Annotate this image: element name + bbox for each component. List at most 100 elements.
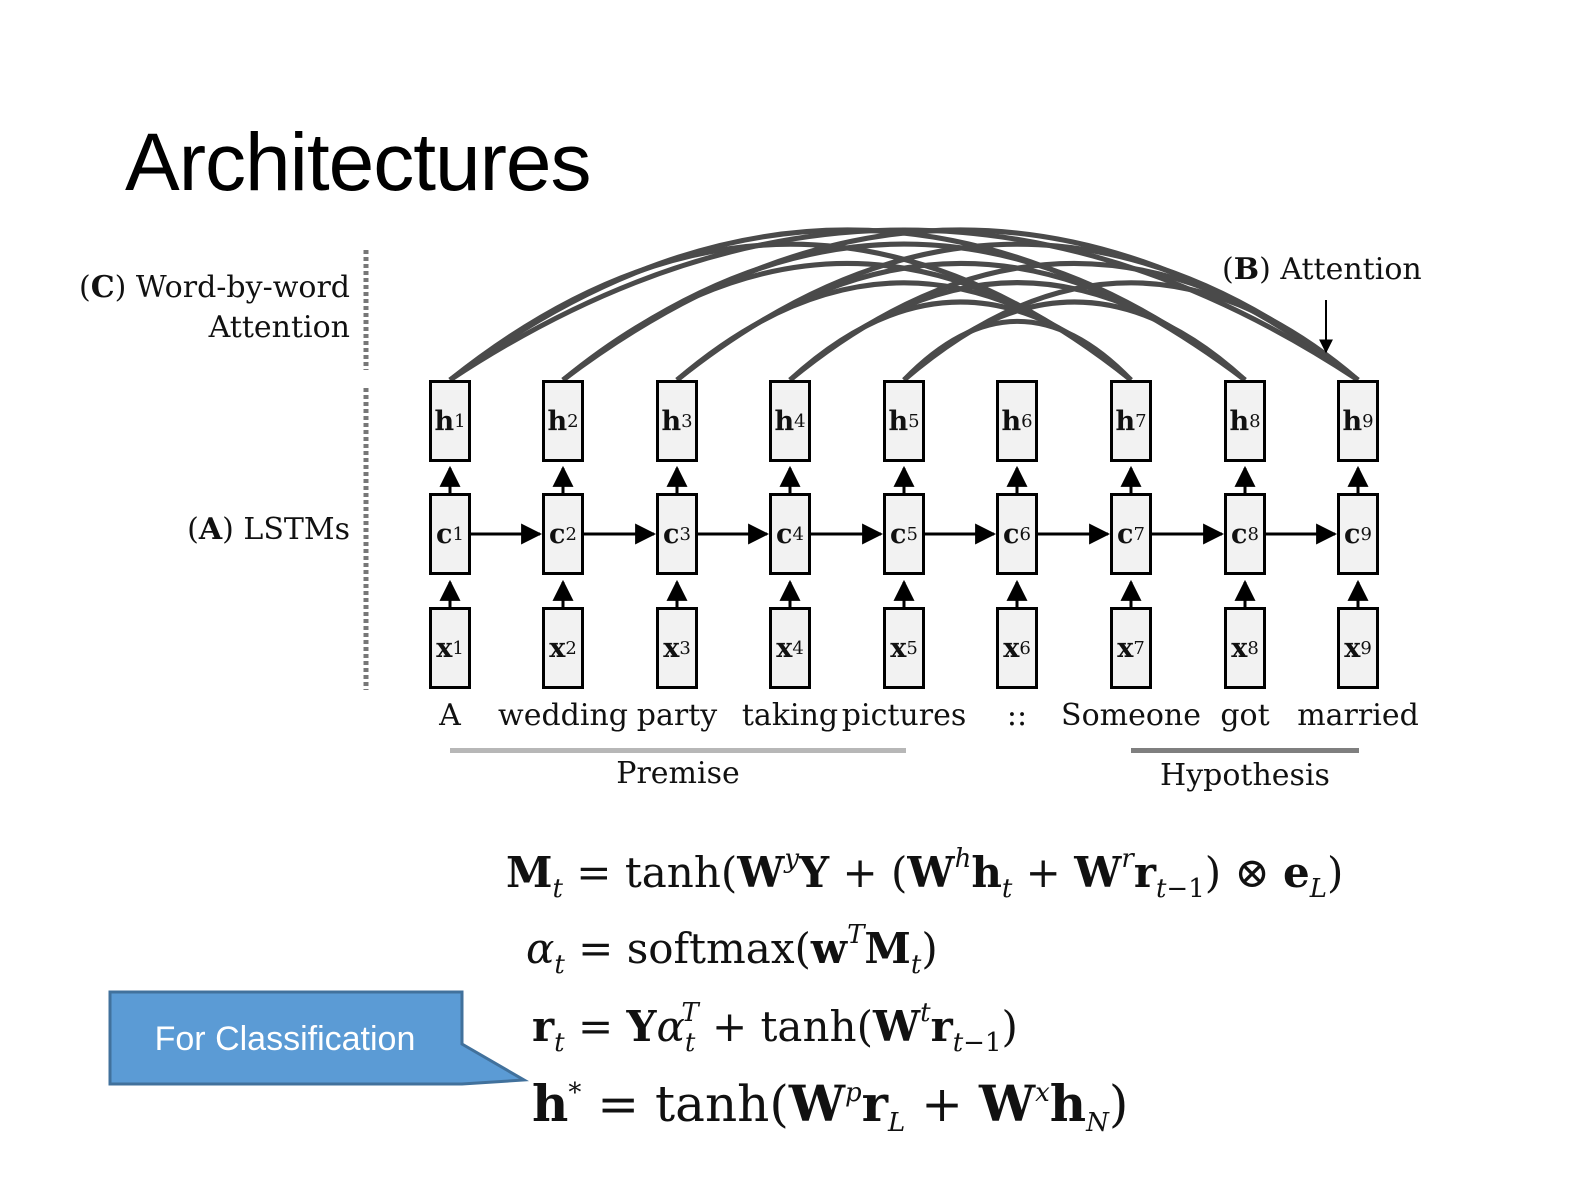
cell-index: 8 (1247, 523, 1259, 545)
cell-index: 7 (1133, 637, 1145, 659)
arc-h1-h9 (448, 227, 1360, 383)
hypothesis-bar (1131, 748, 1359, 753)
cell-index: 1 (452, 637, 464, 659)
equation-alpha: αt = softmax(wTMt) (526, 920, 938, 980)
cell-index: 9 (1360, 637, 1372, 659)
cell-letter: c (549, 518, 566, 550)
cell-letter: x (890, 632, 907, 664)
word-2: wedding (498, 698, 628, 733)
cell-letter: x (549, 632, 566, 664)
cell-letter: c (1117, 518, 1134, 550)
cell-index: 7 (1135, 410, 1147, 432)
attention-label: (B) Attention (1222, 252, 1422, 287)
word-6: :: (1006, 698, 1028, 733)
cell-index: 5 (906, 637, 918, 659)
cell-letter: x (1231, 632, 1248, 664)
cell-letter: x (1344, 632, 1361, 664)
arc-h5-h9 (902, 280, 1360, 382)
cell-letter: h (1342, 405, 1363, 437)
cell-index: 5 (908, 410, 920, 432)
cell-index: 6 (1019, 637, 1031, 659)
premise-label: Premise (616, 756, 740, 791)
attention-arcs (448, 227, 1360, 383)
cell-letter: x (1003, 632, 1020, 664)
cell-letter: h (1115, 405, 1136, 437)
word-1: A (439, 698, 461, 733)
cell-index: 3 (681, 410, 693, 432)
cell-letter: h (774, 405, 795, 437)
equation-r: rt = YαtT + tanh(Wtrt−1) (532, 998, 1018, 1058)
cell-index: 8 (1247, 637, 1259, 659)
label-b-text: Attention (1280, 252, 1422, 287)
cell-index: 5 (906, 523, 918, 545)
cell-index: 2 (567, 410, 579, 432)
cell-index: 7 (1133, 523, 1145, 545)
cell-letter: h (434, 405, 455, 437)
lstms-label: (A) LSTMs (187, 512, 350, 547)
cell-letter: h (888, 405, 909, 437)
cell-index: 3 (679, 523, 691, 545)
cell-index: 1 (452, 523, 464, 545)
cell-letter: x (436, 632, 453, 664)
cell-letter: c (436, 518, 453, 550)
cell-index: 2 (565, 523, 577, 545)
cell-index: 4 (792, 523, 804, 545)
slide-title: Architectures (125, 117, 592, 208)
cell-letter: h (547, 405, 568, 437)
cell-letter: x (1117, 632, 1134, 664)
cell-index: 8 (1249, 410, 1261, 432)
premise-bar (450, 748, 906, 753)
cell-letter: c (1344, 518, 1361, 550)
word-9: married (1297, 698, 1419, 733)
cell-letter: x (776, 632, 793, 664)
label-c-text-1: Word-by-word (135, 270, 350, 305)
cell-index: 4 (792, 637, 804, 659)
cell-index: 6 (1021, 410, 1033, 432)
callout-shape (108, 990, 530, 1086)
label-a-text: LSTMs (243, 512, 350, 547)
word-3: party (636, 698, 718, 733)
cell-letter: c (776, 518, 793, 550)
word-by-word-attention-label: (C) Word-by-word Attention (79, 270, 350, 345)
label-a-letter: A (198, 512, 223, 547)
cell-index: 4 (794, 410, 806, 432)
word-4: taking (741, 698, 839, 733)
cell-letter: c (1231, 518, 1248, 550)
cell-letter: h (1229, 405, 1250, 437)
label-c-letter: C (90, 270, 115, 305)
cell-letter: c (1003, 518, 1020, 550)
cell-index: 9 (1360, 523, 1372, 545)
label-b-letter: B (1233, 252, 1260, 287)
cell-letter: h (1001, 405, 1022, 437)
callout-for-classification: For Classification (154, 1019, 416, 1058)
equation-h-star: h* = tanh(WprL + WxhN) (532, 1074, 1129, 1138)
cell-letter: c (663, 518, 680, 550)
cell-index: 6 (1019, 523, 1031, 545)
equation-m: Mt = tanh(WyY + (Whht + Wrrt−1) ⊗ eL) (506, 844, 1344, 904)
cell-letter: x (663, 632, 680, 664)
word-5: pictures (841, 698, 967, 733)
